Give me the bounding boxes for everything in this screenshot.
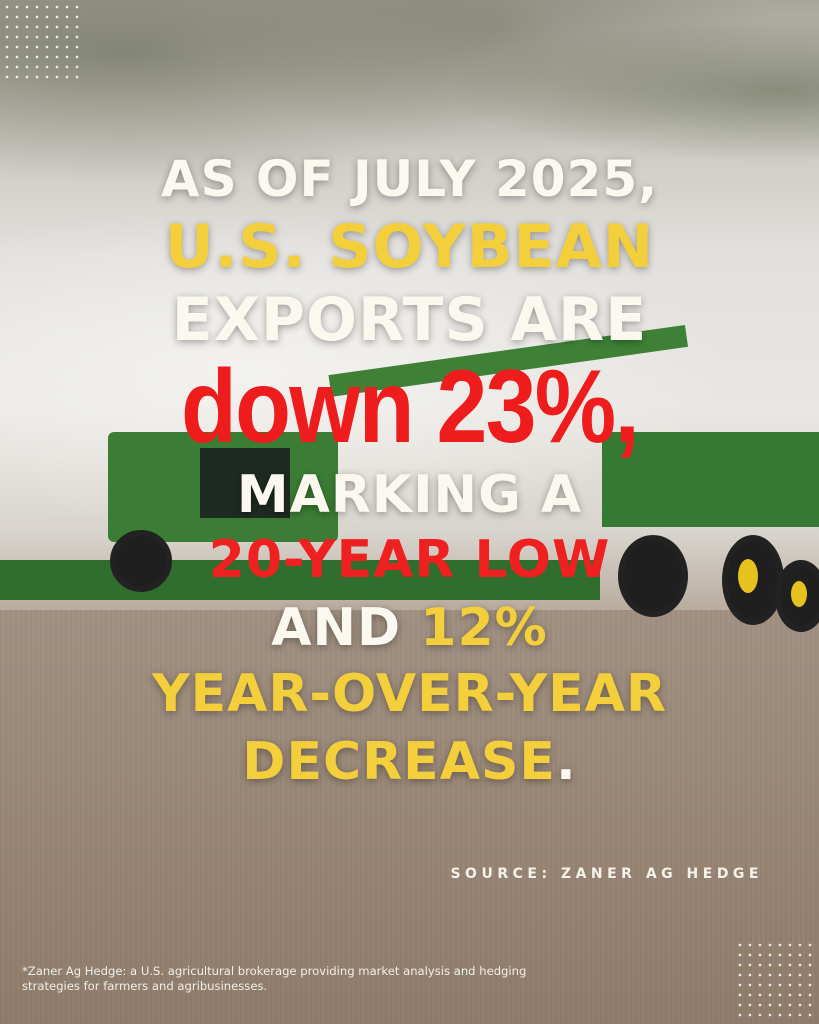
headline-period: .: [555, 732, 577, 792]
decorative-dots-bottom-right: [735, 940, 815, 1020]
headline-line-3: EXPORTS ARE: [171, 285, 648, 355]
headline-20-year-low: 20-YEAR LOW: [208, 530, 611, 590]
headline-line-5: MARKING A: [236, 465, 583, 525]
source-credit: SOURCE: ZANER AG HEDGE: [450, 866, 763, 882]
headline-down-23-percent: down 23%,: [180, 349, 640, 465]
headline-and: AND: [271, 598, 402, 658]
decorative-dots-top-left: [2, 2, 82, 82]
soybean-field: [0, 610, 819, 1024]
headline-decrease: DECREASE: [242, 732, 556, 792]
headline-line-1: AS OF JULY 2025,: [160, 150, 659, 208]
headline-line-7: AND 12%: [0, 598, 819, 658]
headline-line-9: DECREASE.: [0, 732, 819, 792]
headline-line-2: U.S. SOYBEAN: [164, 212, 655, 282]
footnote: *Zaner Ag Hedge: a U.S. agricultural bro…: [22, 964, 527, 993]
headline-line-8: YEAR-OVER-YEAR: [151, 664, 668, 724]
headline-12-percent: 12%: [420, 598, 548, 658]
